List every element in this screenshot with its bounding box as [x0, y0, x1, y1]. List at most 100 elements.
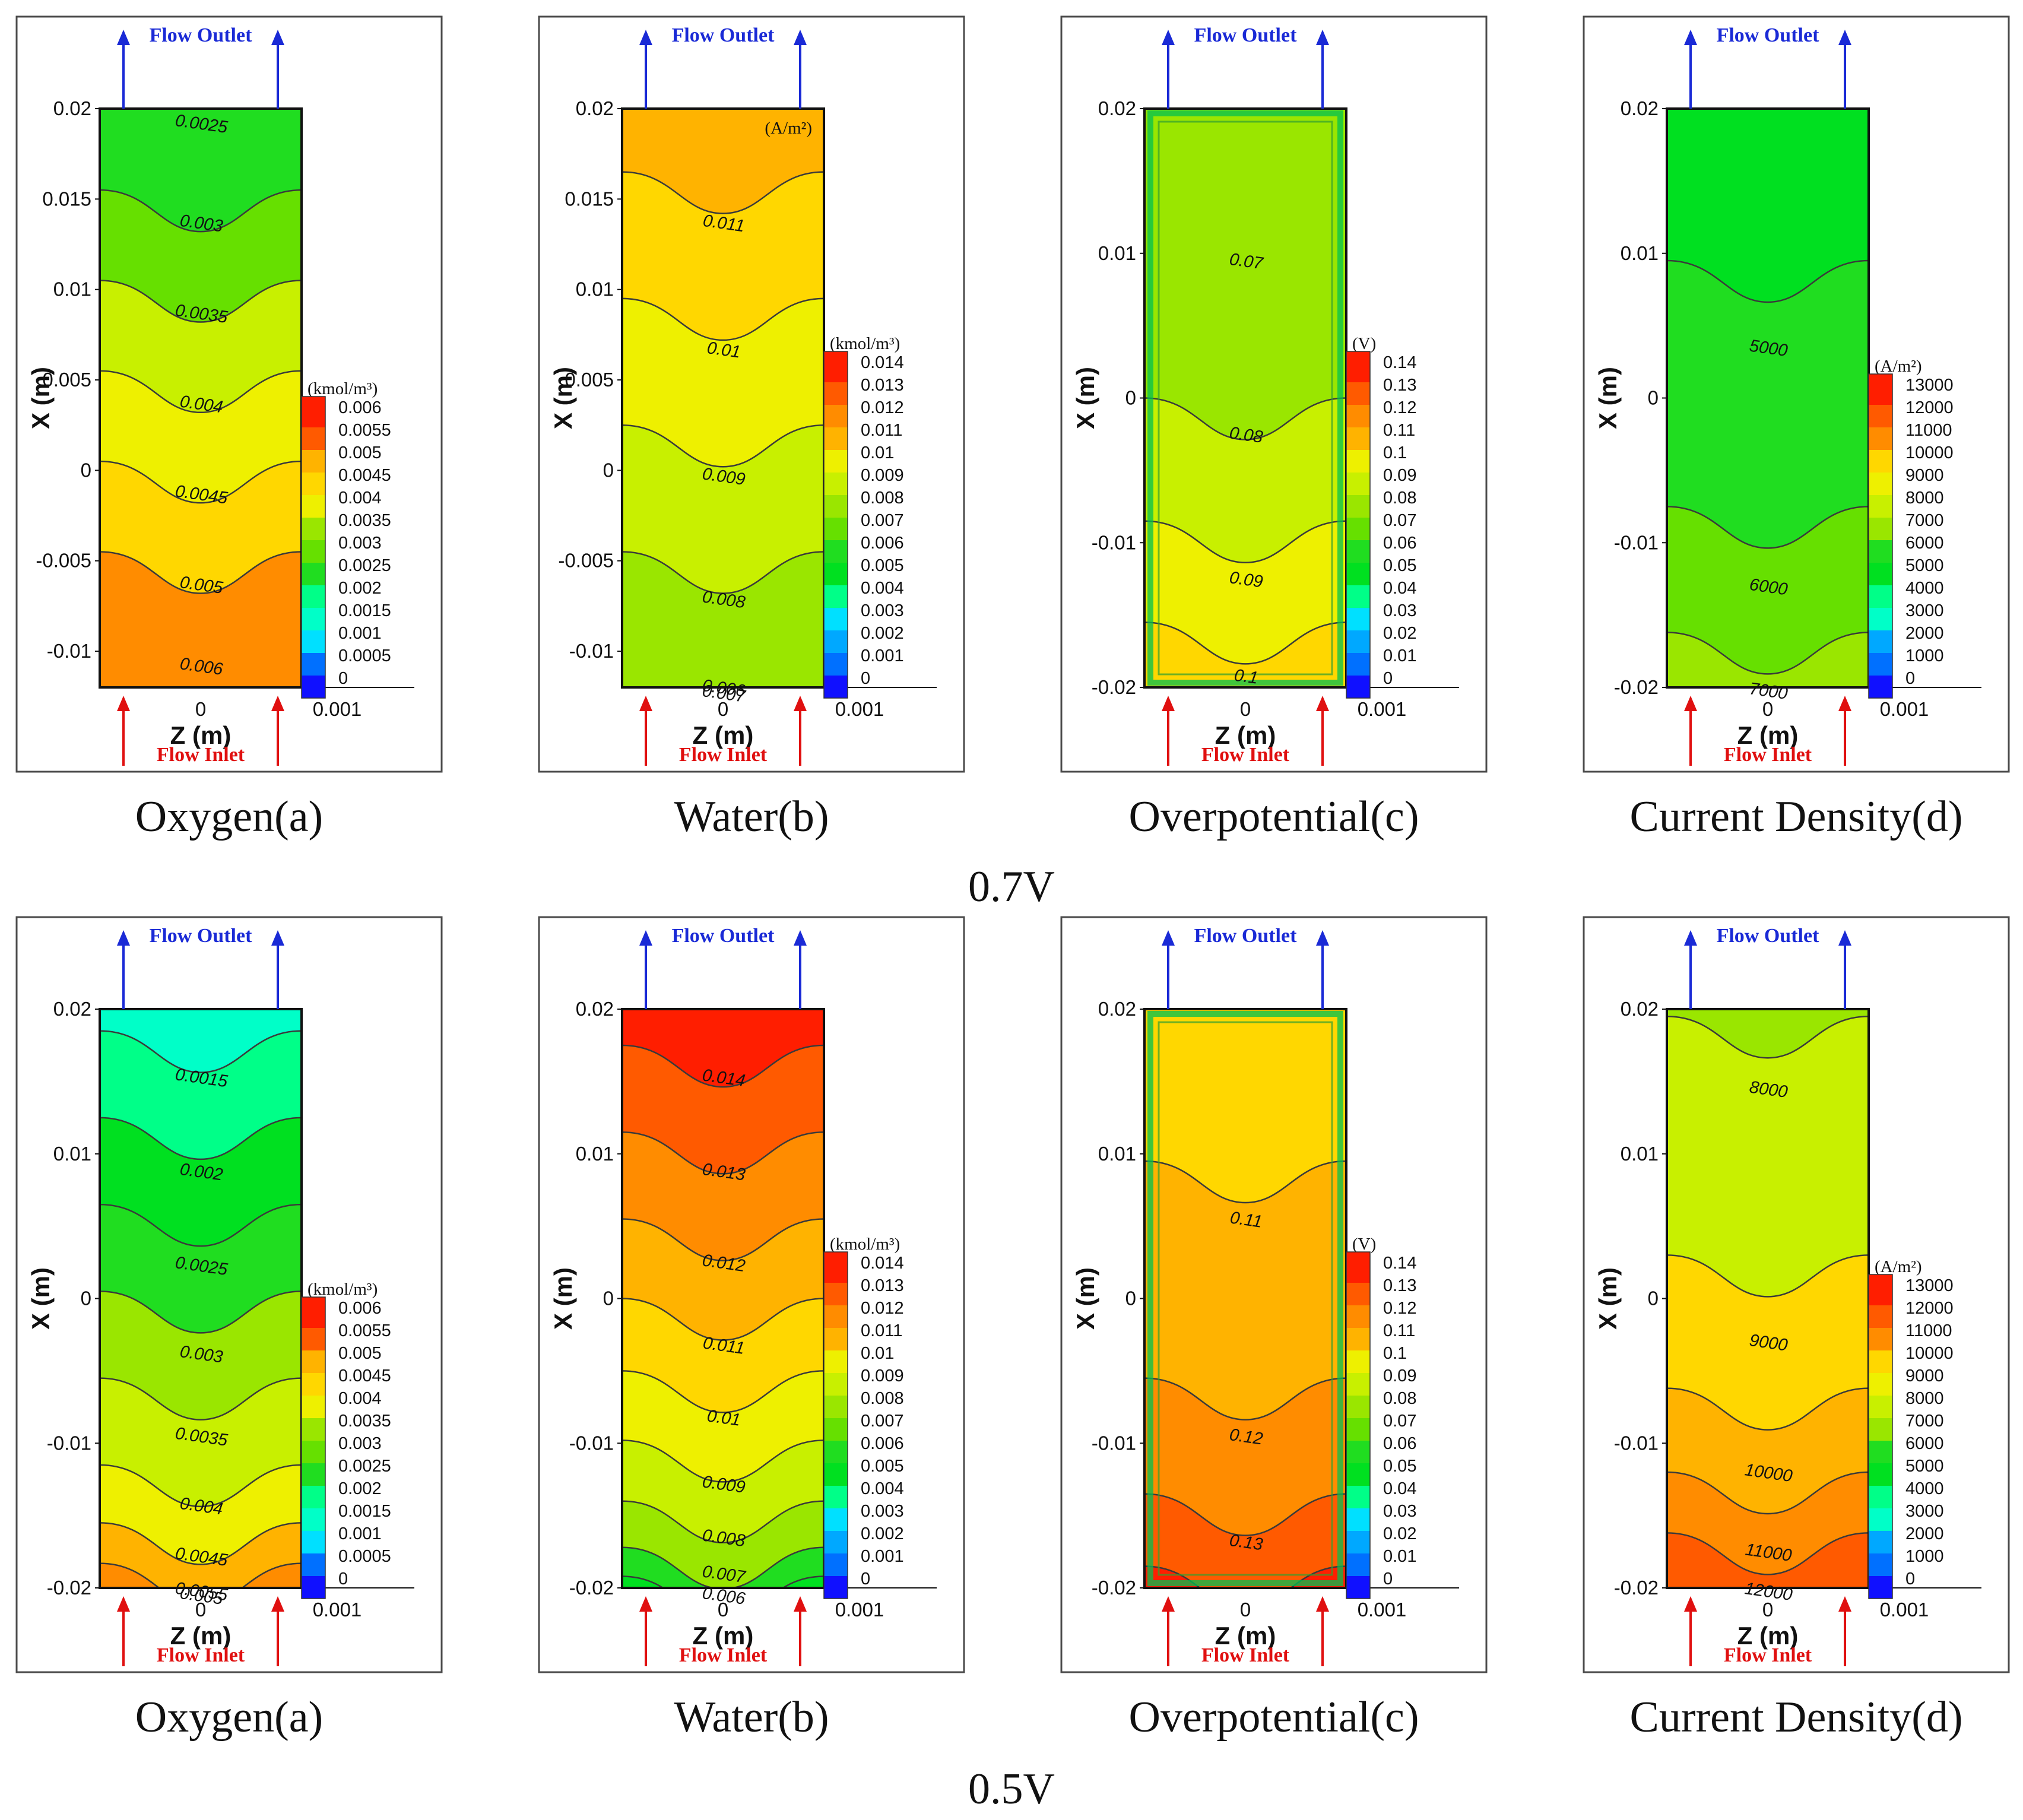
x-axis-title: Z (m) — [693, 1622, 754, 1650]
contour-line — [622, 551, 824, 594]
contour-label: 0.1 — [1233, 666, 1259, 688]
legend-label: 0.012 — [861, 398, 904, 417]
flow-outlet-label: Flow Outlet — [150, 24, 252, 46]
flow-inlet-label: Flow Inlet — [1201, 744, 1290, 766]
legend-swatch — [302, 1297, 325, 1328]
legend-swatch — [1346, 1486, 1370, 1508]
y-tick-label: -0.02 — [1092, 676, 1136, 698]
legend-swatch — [302, 450, 325, 473]
edge-band — [1147, 110, 1343, 686]
contour-domain — [100, 109, 302, 687]
y-axis-title: X (m) — [1594, 367, 1622, 429]
contour-domain — [622, 1009, 824, 1588]
contour-line — [622, 1439, 824, 1483]
legend-swatch — [302, 1328, 325, 1350]
legend-swatch — [824, 1283, 848, 1305]
y-axis-title: X (m) — [1594, 1267, 1622, 1330]
flow-inlet-label: Flow Inlet — [1201, 1644, 1290, 1666]
edge-line — [1158, 1021, 1333, 1576]
legend-label: 0.12 — [1383, 398, 1416, 417]
legend-label: 0.006 — [861, 1434, 904, 1453]
y-tick-label: 0.01 — [1621, 242, 1659, 264]
inlet-arrowhead — [1316, 1596, 1329, 1612]
legend-label: 0.05 — [1383, 1457, 1416, 1476]
legend-label: 7000 — [1905, 1412, 1944, 1431]
legend-label: 0.009 — [861, 1366, 904, 1385]
y-tick-label: 0.01 — [576, 1143, 614, 1165]
legend-label: 0 — [1383, 1569, 1393, 1588]
legend-label: 3000 — [1905, 601, 1944, 620]
legend-label: 0.0025 — [338, 1457, 391, 1476]
legend-label: 0.003 — [338, 1434, 382, 1453]
legend-label: 0.02 — [1383, 624, 1416, 643]
legend-label: 0 — [1905, 1569, 1915, 1588]
y-tick-label: -0.02 — [569, 1577, 614, 1599]
legend-swatch — [824, 630, 848, 653]
legend-swatch — [1346, 1576, 1370, 1599]
panel-caption: Current Density(d) — [1629, 1693, 1962, 1742]
y-tick-label: -0.01 — [569, 640, 614, 662]
x-tick-label: 0 — [1240, 1599, 1251, 1621]
contour-line — [1667, 506, 1869, 549]
x-tick-label: 0.001 — [835, 1599, 884, 1621]
flow-inlet-label: Flow Inlet — [679, 1644, 768, 1666]
contour-line — [622, 1370, 824, 1413]
contour-domain — [100, 1009, 302, 1588]
x-axis-title: Z (m) — [170, 721, 232, 749]
legend-swatch — [302, 1463, 325, 1486]
legend-label: 0.0045 — [338, 466, 391, 485]
legend-swatch — [824, 1252, 848, 1283]
legend-label: 0.011 — [861, 421, 902, 440]
legend-label: 0 — [338, 1569, 348, 1588]
x-axis-title: Z (m) — [170, 1622, 232, 1650]
legend-label: 10000 — [1905, 443, 1954, 462]
panel-0-7v-oxygen-a-: 0.0025 0.003 0.0035 0.004 0.0045 0.005 0.006 0.… — [15, 15, 443, 773]
panel-0-7v-overpotential-c-: 0.07 0.08 0.09 0.1 0.02 0.01 0 -0.01 -0.02 X (m) 0… — [1060, 15, 1488, 773]
legend-label: 0.1 — [1383, 443, 1407, 462]
y-tick-label: 0.01 — [1621, 1143, 1659, 1165]
legend-label: 0.0015 — [338, 1502, 391, 1521]
contour-line — [100, 1203, 302, 1247]
outlet-arrowhead — [1162, 930, 1175, 946]
flow-outlet-label: Flow Outlet — [150, 925, 252, 947]
panel-0-5v-overpotential-c-: 0.11 0.12 0.13 0.02 0.01 0 -0.01 -0.02 X (m) 0 0.0… — [1060, 916, 1488, 1673]
inlet-arrowhead — [639, 1596, 652, 1612]
legend-label: 0 — [861, 669, 870, 688]
legend-swatch — [1346, 653, 1370, 676]
legend-outline — [823, 351, 848, 699]
legend-swatch — [302, 540, 325, 563]
y-tick-label: 0.02 — [1621, 998, 1659, 1020]
legend-label: 0.01 — [861, 443, 894, 462]
contour-line — [622, 424, 824, 468]
legend-label: 0.005 — [338, 1344, 382, 1363]
legend-label: 0.07 — [1383, 511, 1416, 530]
contour-domain — [1667, 1009, 1869, 1588]
legend-swatch — [1869, 540, 1892, 563]
legend-swatch — [1346, 351, 1370, 382]
legend-label: 0.01 — [1383, 646, 1416, 665]
legend-swatch — [1869, 1418, 1892, 1441]
legend-label: 0.0045 — [338, 1366, 391, 1385]
legend-swatch — [824, 1418, 848, 1441]
legend-label: 0.13 — [1383, 1276, 1416, 1295]
legend-label: 0.14 — [1383, 353, 1416, 372]
panel-0-5v-oxygen-a-: 0.0015 0.002 0.0025 0.003 0.0035 0.004 0.0045 0… — [15, 916, 443, 1673]
legend-label: 0.003 — [338, 534, 382, 553]
legend-swatch — [824, 1396, 848, 1418]
legend-swatch — [824, 653, 848, 676]
legend-label: 8000 — [1905, 489, 1944, 508]
legend-swatch — [1346, 676, 1370, 698]
contour-band — [1667, 506, 1869, 687]
legend-swatch — [1346, 495, 1370, 518]
panel-caption: Overpotential(c) — [1129, 792, 1419, 841]
x-axis-title: Z (m) — [693, 721, 754, 749]
legend-swatch — [302, 630, 325, 653]
y-tick-label: 0.02 — [1621, 97, 1659, 119]
legend-swatch — [1869, 495, 1892, 518]
legend-outline — [1868, 373, 1893, 699]
legend-label: 0.003 — [861, 601, 904, 620]
y-tick-label: 0 — [1648, 1288, 1659, 1309]
legend-swatch — [1869, 630, 1892, 653]
x-tick-label: 0.001 — [1358, 698, 1407, 720]
contour-label: 0.12 — [1228, 1425, 1264, 1449]
